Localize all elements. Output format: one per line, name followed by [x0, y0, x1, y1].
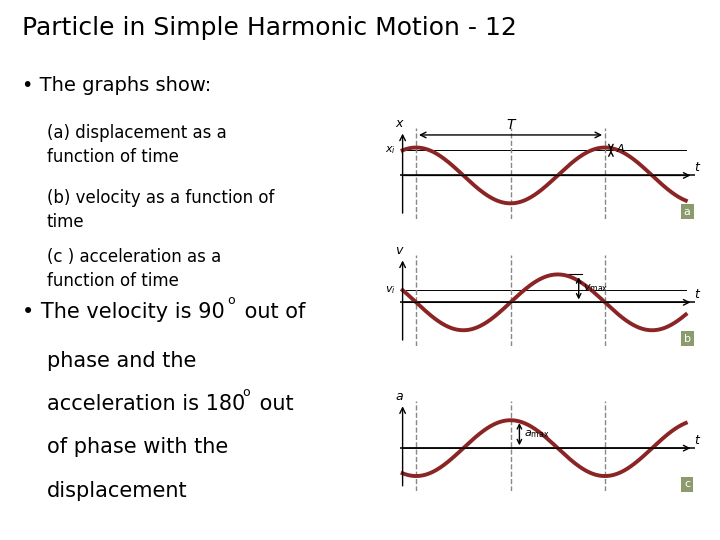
Text: of phase with the: of phase with the	[47, 437, 228, 457]
Text: v: v	[395, 244, 402, 257]
Text: out: out	[253, 394, 294, 414]
Text: $v_{\rm max}$: $v_{\rm max}$	[583, 282, 608, 294]
Text: (a) displacement as a
function of time: (a) displacement as a function of time	[47, 124, 227, 166]
Text: phase and the: phase and the	[47, 351, 196, 371]
Text: • The velocity is 90: • The velocity is 90	[22, 302, 225, 322]
Text: a: a	[395, 390, 402, 403]
Text: b: b	[684, 334, 690, 343]
Text: A: A	[616, 144, 624, 154]
Text: Particle in Simple Harmonic Motion - 12: Particle in Simple Harmonic Motion - 12	[22, 16, 516, 40]
Text: $x_i$: $x_i$	[385, 144, 396, 156]
Text: acceleration is 180: acceleration is 180	[47, 394, 245, 414]
Text: (b) velocity as a function of
time: (b) velocity as a function of time	[47, 189, 274, 231]
Text: t: t	[694, 288, 699, 301]
Text: displacement: displacement	[47, 481, 187, 501]
Text: $a_{\rm max}$: $a_{\rm max}$	[524, 428, 549, 440]
Text: c: c	[684, 480, 690, 489]
Text: o: o	[227, 294, 235, 307]
Text: a: a	[684, 207, 690, 217]
Text: x: x	[395, 117, 402, 130]
Text: T: T	[506, 118, 515, 132]
Text: out of: out of	[238, 302, 305, 322]
Text: • The graphs show:: • The graphs show:	[22, 76, 211, 94]
Text: o: o	[243, 386, 251, 399]
Text: $v_i$: $v_i$	[385, 284, 396, 296]
Text: t: t	[694, 434, 699, 447]
Text: t: t	[694, 161, 699, 174]
Text: (c ) acceleration as a
function of time: (c ) acceleration as a function of time	[47, 248, 221, 290]
